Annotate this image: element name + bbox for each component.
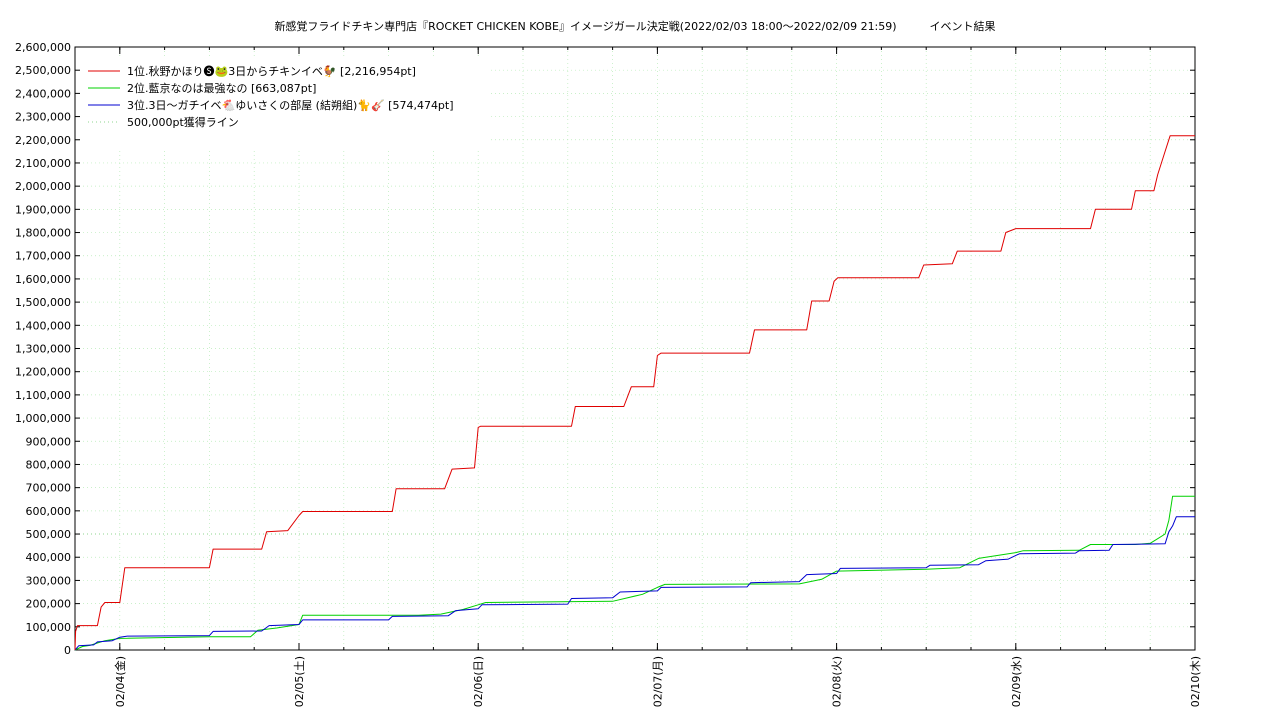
axes: 0 100,000 200,000 300,000 400,000 500,000 600,… [15, 41, 1202, 707]
y-tick-label: 300,000 [26, 574, 72, 587]
y-tick-label: 2,200,000 [15, 134, 71, 147]
y-tick-label: 2,500,000 [15, 64, 71, 77]
x-tick-label: 02/05(土) [293, 656, 306, 707]
y-tick-label: 200,000 [26, 598, 72, 611]
x-tick-label: 02/08(火) [831, 656, 844, 707]
y-tick-label: 0 [64, 644, 71, 657]
y-tick-label: 600,000 [26, 505, 72, 518]
legend-label: 1位.秋野かほり🅢🐸3日からチキンイベ🐓 [2,216,954pt] [127, 64, 416, 78]
legend-box [80, 58, 490, 150]
legend-label: 500,000pt獲得ライン [127, 116, 239, 129]
series-line-3 [74, 516, 1195, 651]
y-tick-label: 1,000,000 [15, 412, 71, 425]
x-tick-label: 02/10(木) [1189, 656, 1202, 707]
y-tick-label: 1,100,000 [15, 389, 71, 402]
y-tick-label: 1,400,000 [15, 319, 71, 332]
y-tick-label: 2,600,000 [15, 41, 71, 54]
chart-title: 新感覚フライドチキン専門店『ROCKET CHICKEN KOBE』イメージガー… [274, 19, 995, 33]
y-tick-label: 1,500,000 [15, 296, 71, 309]
series-line-1 [74, 135, 1195, 651]
y-tick-label: 1,900,000 [15, 203, 71, 216]
legend-label: 2位.藍京なのは最強なの [663,087pt] [127, 81, 316, 95]
y-tick-label: 800,000 [26, 458, 72, 471]
y-tick-label: 100,000 [26, 621, 72, 634]
series-group [74, 135, 1195, 651]
y-tick-label: 2,000,000 [15, 180, 71, 193]
y-tick-label: 1,700,000 [15, 250, 71, 263]
y-tick-label: 2,400,000 [15, 87, 71, 100]
x-tick-label: 02/04(金) [113, 656, 127, 707]
y-tick-label: 700,000 [26, 482, 72, 495]
x-tick-label: 02/06(日) [472, 656, 485, 707]
y-tick-label: 2,100,000 [15, 157, 71, 170]
y-tick-label: 1,600,000 [15, 273, 71, 286]
y-tick-label: 900,000 [26, 435, 72, 448]
y-tick-label: 1,300,000 [15, 343, 71, 356]
legend: 1位.秋野かほり🅢🐸3日からチキンイベ🐓 [2,216,954pt] 2位.藍京な… [80, 58, 490, 150]
y-tick-label: 1,800,000 [15, 227, 71, 240]
legend-label: 3位.3日〜ガチイベ🐔ゆいさくの部屋 (結朔組)🐈🎸 [574,474pt] [127, 98, 454, 112]
y-tick-label: 1,200,000 [15, 366, 71, 379]
y-tick-label: 2,300,000 [15, 111, 71, 124]
y-tick-label: 500,000 [26, 528, 72, 541]
x-tick-label: 02/09(水) [1010, 656, 1023, 707]
x-tick-label: 02/07(月) [651, 656, 664, 707]
y-tick-label: 400,000 [26, 551, 72, 564]
